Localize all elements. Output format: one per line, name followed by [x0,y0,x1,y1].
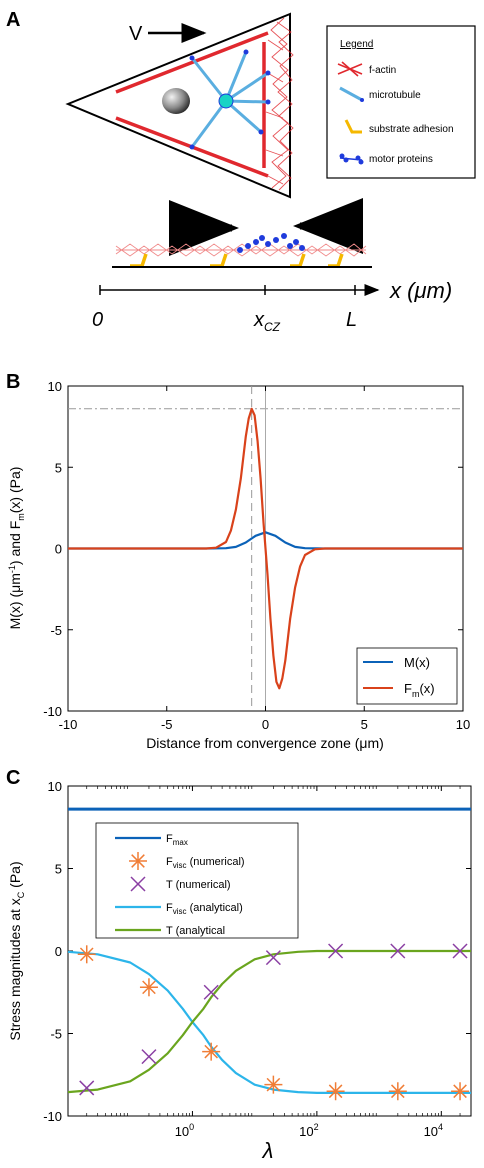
microtubule-icon [339,86,364,102]
plot-b-xlabel: Distance from convergence zone (μm) [146,735,384,751]
legend-b-label-mx: M(x) [404,655,430,670]
plot-b-series-line-0 [68,531,463,550]
plot-b-series-line-1 [68,407,463,690]
legend-c-swatch-1 [129,852,147,870]
cell-diagram [65,12,294,199]
panel-a: A V [6,9,476,334]
plot-b-xtick-label: 5 [361,717,368,732]
plot-b-xtick-label: 10 [456,717,470,732]
plot-b-series [68,407,463,690]
legend-item-adhesion: substrate adhesion [369,124,454,135]
legend-b-label-fm: Fm(x) [404,681,435,699]
legend-item-motor-proteins: motor proteins [369,154,433,165]
f-actin-icon [337,61,363,77]
motor-protein-icon [339,153,364,165]
x-axis-label: x (μm) [389,278,452,303]
plot-c-ticks: 100 102 104 -10 -5 0 5 10 [43,779,472,1139]
motor-cluster [237,233,305,253]
velocity-label: V [129,23,143,45]
plot-b-ytick-label: -10 [43,704,62,719]
plot-b-ytick-label: -5 [50,623,62,638]
centrosome [218,93,234,109]
legend-c-label-4: T (analytical [166,925,225,937]
panel-a-label: A [6,9,20,31]
plot-c-point-fvisc-numerical [139,978,158,997]
plot-c-series [67,807,471,1101]
plot-c-ytick-label: 10 [48,779,62,794]
plot-c-point-t-numerical [328,943,344,959]
plot-c-xtick-label: 102 [299,1122,318,1139]
plot-c-point-t-numerical [203,984,219,1000]
plot-c-point-fvisc-numerical [264,1075,283,1094]
plot-b-xtick-label: 0 [262,717,269,732]
plot-b-ylabel: M(x) (μm-1) and Fm(x) (Pa) [7,467,26,630]
plot-c-point-t-numerical [390,943,406,959]
plot-c-point-fvisc-numerical [388,1082,407,1101]
panel-c-label: C [6,767,20,789]
legend-c-label-2: T (numerical) [166,879,231,891]
plot-c-ytick-label: -10 [43,1109,62,1124]
legend-c-label-0: Fmax [166,833,188,847]
plot-c-ytick-label: 0 [55,944,62,959]
schematic-legend: Legend f-actin microtubule substrate adh… [326,25,476,179]
one-d-model: x (μm) 0 xCZ L [92,198,452,334]
plot-b-ytick-label: 10 [48,379,62,394]
plot-c-series-line-4 [67,949,471,1094]
actin-mesh-edge [265,17,294,191]
tick-label-0: 0 [92,309,103,331]
panel-c: C 100 102 104 -10 -5 0 5 10 λ Stress magnitudes… [6,767,472,1163]
plot-c-point-fvisc-numerical [77,945,96,964]
legend-item-microtubule: microtubule [369,90,421,101]
plot-c-ytick-label: -5 [50,1027,62,1042]
plot-c-point-t-numerical [452,943,468,959]
legend-title: Legend [340,39,373,50]
plot-c-point-fvisc-numerical [202,1042,221,1061]
plot-c-ylabel: Stress magnitudes at xC (Pa) [7,861,26,1040]
plot-b-xtick-label: -5 [161,717,173,732]
legend-c-label-1: Fvisc (numerical) [166,856,245,870]
plot-c-point-fvisc-numerical [451,1082,470,1101]
legend-item-f-actin: f-actin [369,65,396,76]
tick-label-l: L [346,309,357,331]
plot-b-legend: M(x) Fm(x) [356,647,458,705]
plot-c-ytick-label: 5 [55,862,62,877]
plot-c-xlabel: λ [262,1138,274,1163]
tick-label-xcz: xCZ [253,309,281,334]
plot-c-point-t-numerical [141,1049,157,1065]
stress-fiber-top [115,31,269,94]
microtubule-tips [189,49,271,150]
plot-b-xtick-label: -10 [59,717,78,732]
plot-b-ytick-label: 5 [55,460,62,475]
plot-c-point-t-numerical [79,1080,95,1096]
plot-c-legend: Fmax Fvisc (numerical) T (numerical) Fvisc … [95,822,299,939]
adhesion-icon [344,119,362,134]
plot-c-point-fvisc-numerical [326,1082,345,1101]
panel-b-label: B [6,371,20,393]
plot-c-xtick-label: 100 [175,1122,194,1139]
nucleus [162,88,190,114]
adhesion-sites [130,253,344,268]
panel-b: B -10 -5 0 5 10 -10 -5 0 5 10 Distance from conve… [6,371,470,751]
plot-c-xtick-label: 104 [424,1122,443,1139]
legend-c-swatch-2 [130,876,146,892]
plot-b-ticks: -10 -5 0 5 10 -10 -5 0 5 10 [43,379,470,732]
legend-c-label-3: Fvisc (analytical) [166,902,243,916]
plot-b-ytick-label: 0 [55,542,62,557]
plot-c-point-t-numerical [265,950,281,966]
